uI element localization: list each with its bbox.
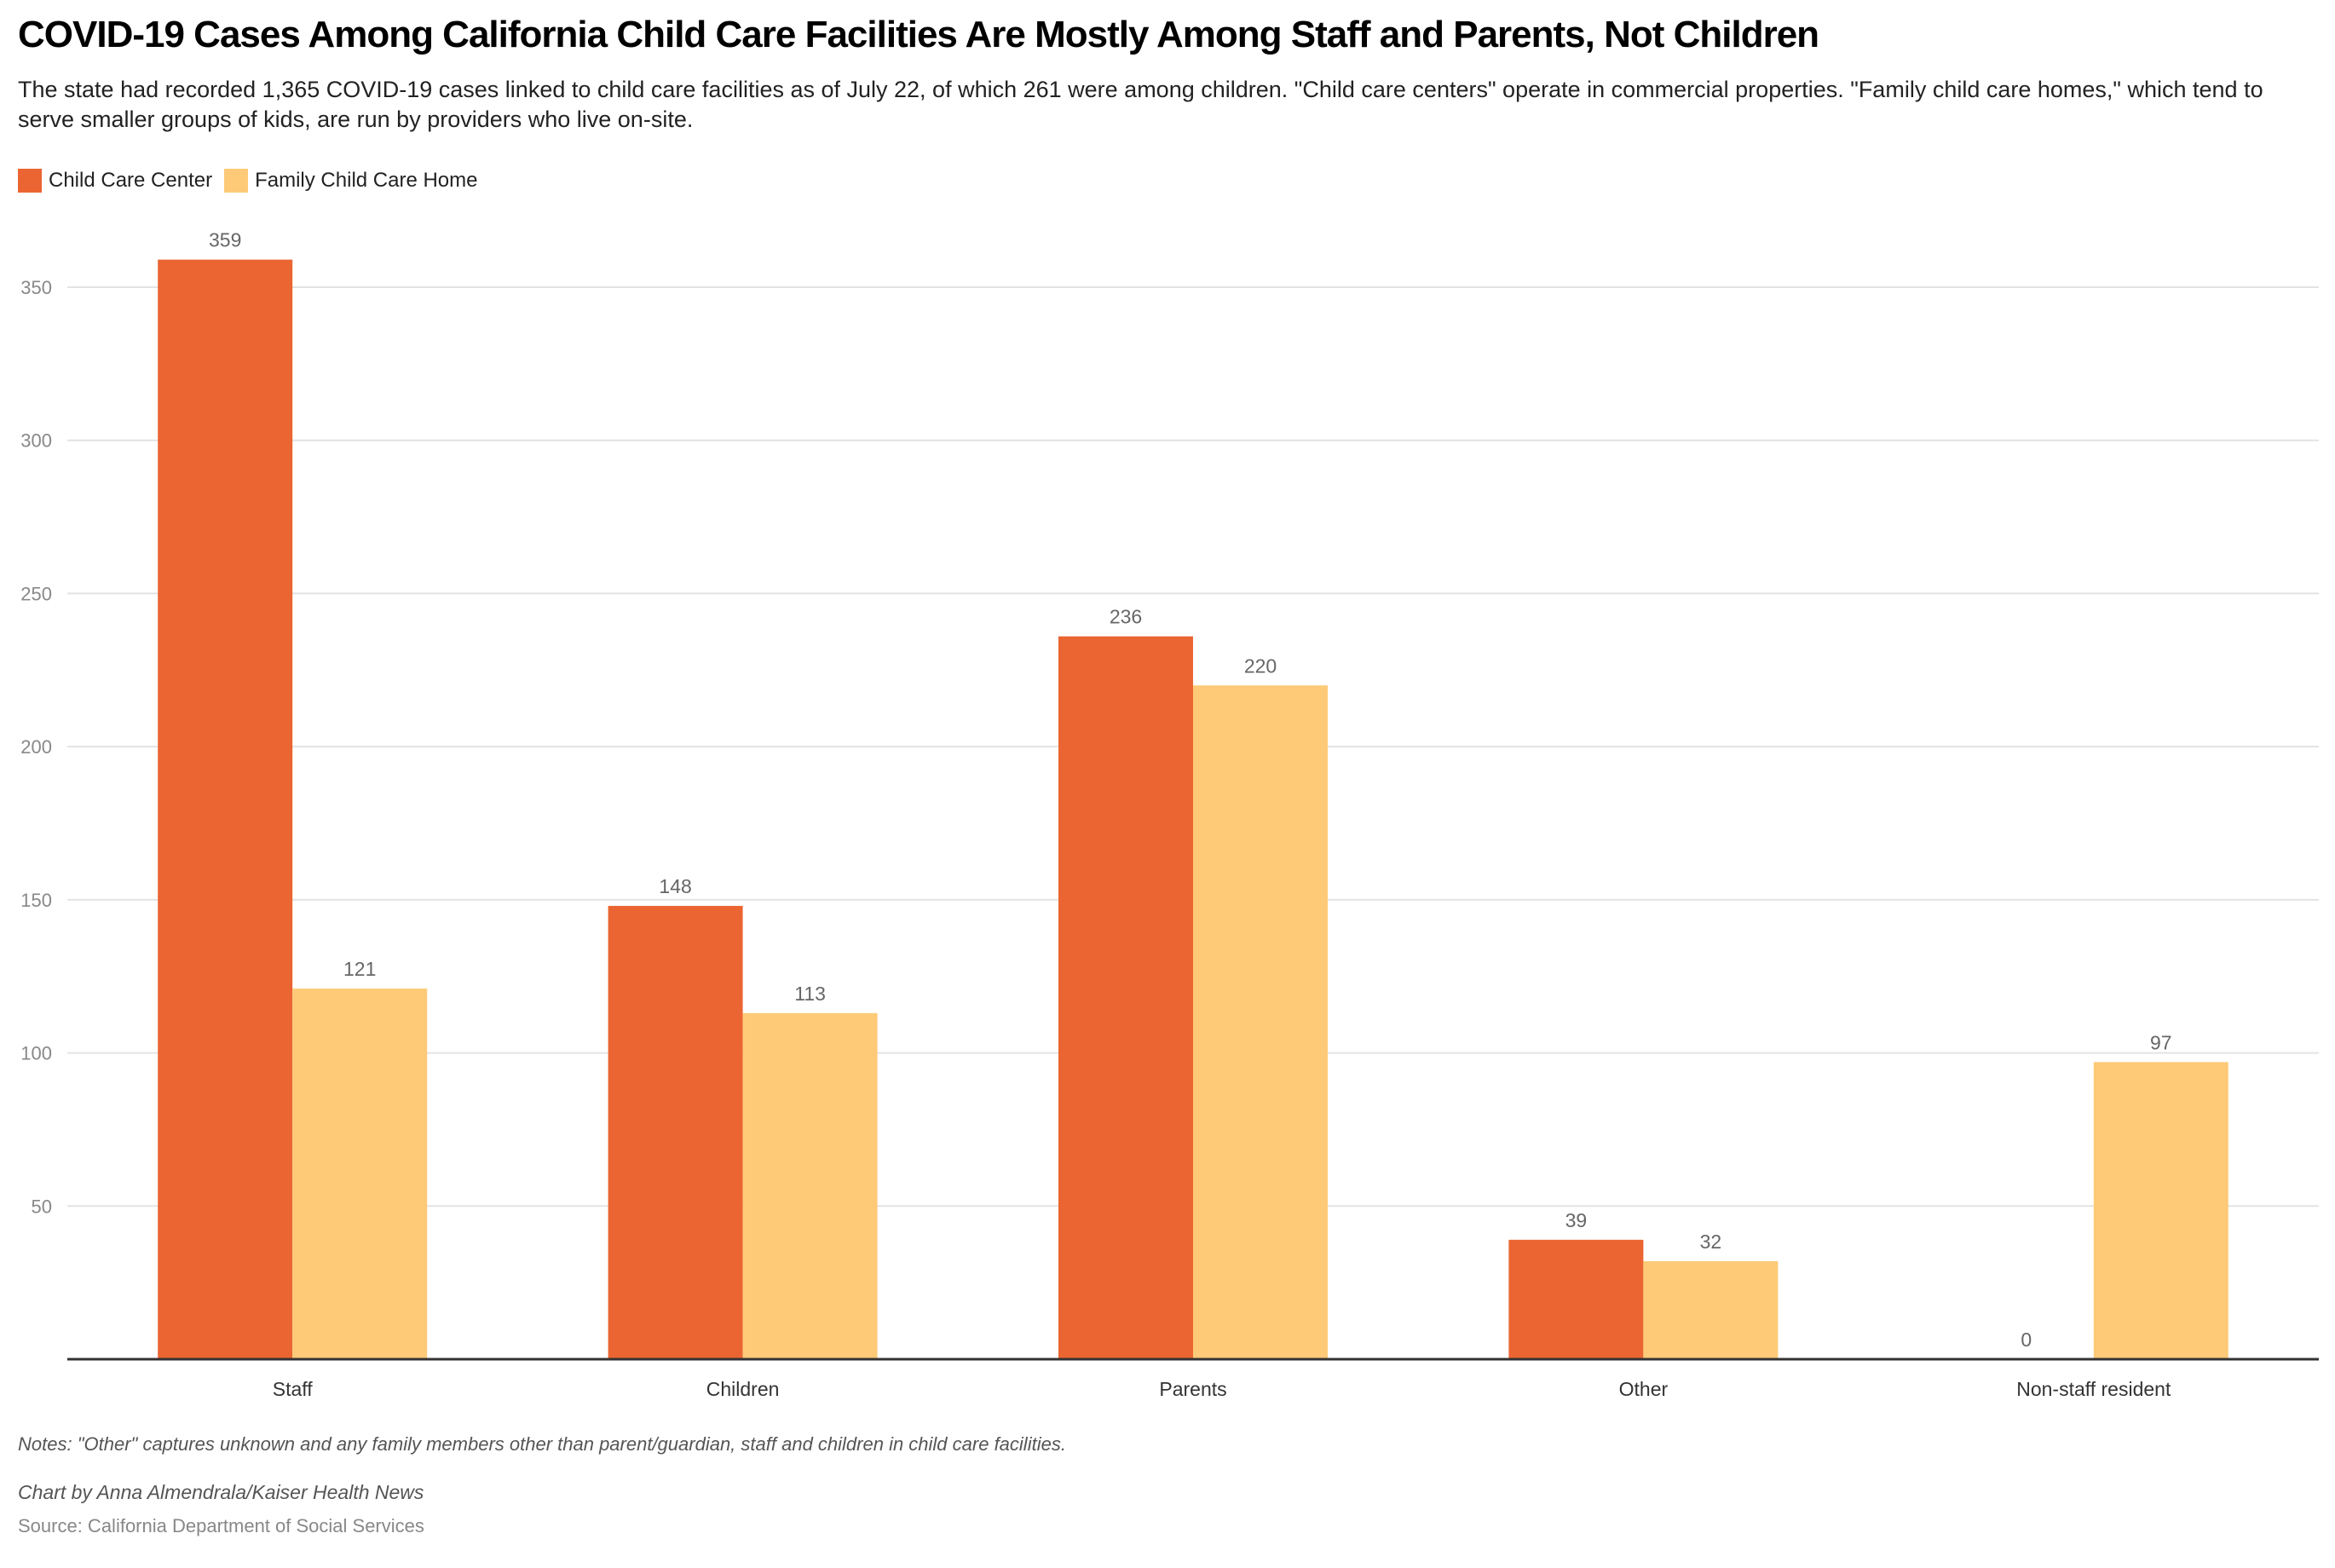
legend-swatch-child-care-center: [18, 169, 42, 193]
data-label: 97: [2150, 1031, 2172, 1053]
y-tick-label: 350: [20, 277, 52, 298]
legend-item-family-child-care-home: Family Child Care Home: [224, 169, 478, 193]
legend-item-child-care-center: Child Care Center: [18, 169, 212, 193]
chart-subtitle: The state had recorded 1,365 COVID-19 ca…: [18, 77, 2263, 132]
bar-non-staff-resident-family-child-care-home: [2093, 1062, 2228, 1359]
bar-children-child-care-center: [608, 906, 743, 1359]
data-label: 32: [1700, 1231, 1722, 1253]
data-label: 148: [659, 875, 691, 897]
data-label: 121: [343, 958, 376, 980]
y-tick-label: 50: [32, 1196, 52, 1217]
y-tick-label: 100: [20, 1043, 52, 1064]
data-label: 113: [794, 983, 826, 1005]
x-tick-label: Children: [706, 1378, 780, 1400]
data-label: 0: [2021, 1329, 2032, 1351]
bar-other-child-care-center: [1508, 1239, 1644, 1359]
data-label: 39: [1565, 1209, 1588, 1231]
bar-parents-child-care-center: [1058, 636, 1193, 1359]
y-tick-label: 250: [20, 583, 52, 604]
x-tick-label: Parents: [1159, 1378, 1226, 1400]
data-label: 220: [1244, 654, 1277, 677]
x-tick-label: Other: [1619, 1378, 1669, 1400]
y-tick-label: 150: [20, 890, 52, 911]
x-tick-label: Non-staff resident: [2016, 1378, 2171, 1400]
legend: Child Care Center Family Child Care Home: [18, 169, 490, 193]
bar-parents-family-child-care-home: [1193, 685, 1328, 1359]
legend-swatch-family-child-care-home: [224, 169, 249, 193]
legend-label: Child Care Center: [49, 169, 213, 192]
chart-title: COVID-19 Cases Among California Child Ca…: [18, 14, 1819, 55]
y-tick-label: 200: [20, 736, 52, 758]
chart-notes: Notes: "Other" captures unknown and any …: [18, 1433, 1066, 1455]
x-tick-label: Staff: [273, 1378, 313, 1400]
bar-children-family-child-care-home: [742, 1012, 878, 1359]
bar-staff-family-child-care-home: [292, 989, 428, 1359]
bar-staff-child-care-center: [158, 259, 293, 1360]
bar-other-family-child-care-home: [1643, 1260, 1779, 1359]
chart-source: Source: California Department of Social …: [18, 1515, 424, 1536]
data-label: 359: [209, 229, 241, 251]
chart-credit: Chart by Anna Almendrala/Kaiser Health N…: [18, 1481, 424, 1503]
y-tick-label: 300: [20, 430, 52, 452]
data-label: 236: [1110, 606, 1142, 628]
legend-label: Family Child Care Home: [255, 169, 478, 192]
